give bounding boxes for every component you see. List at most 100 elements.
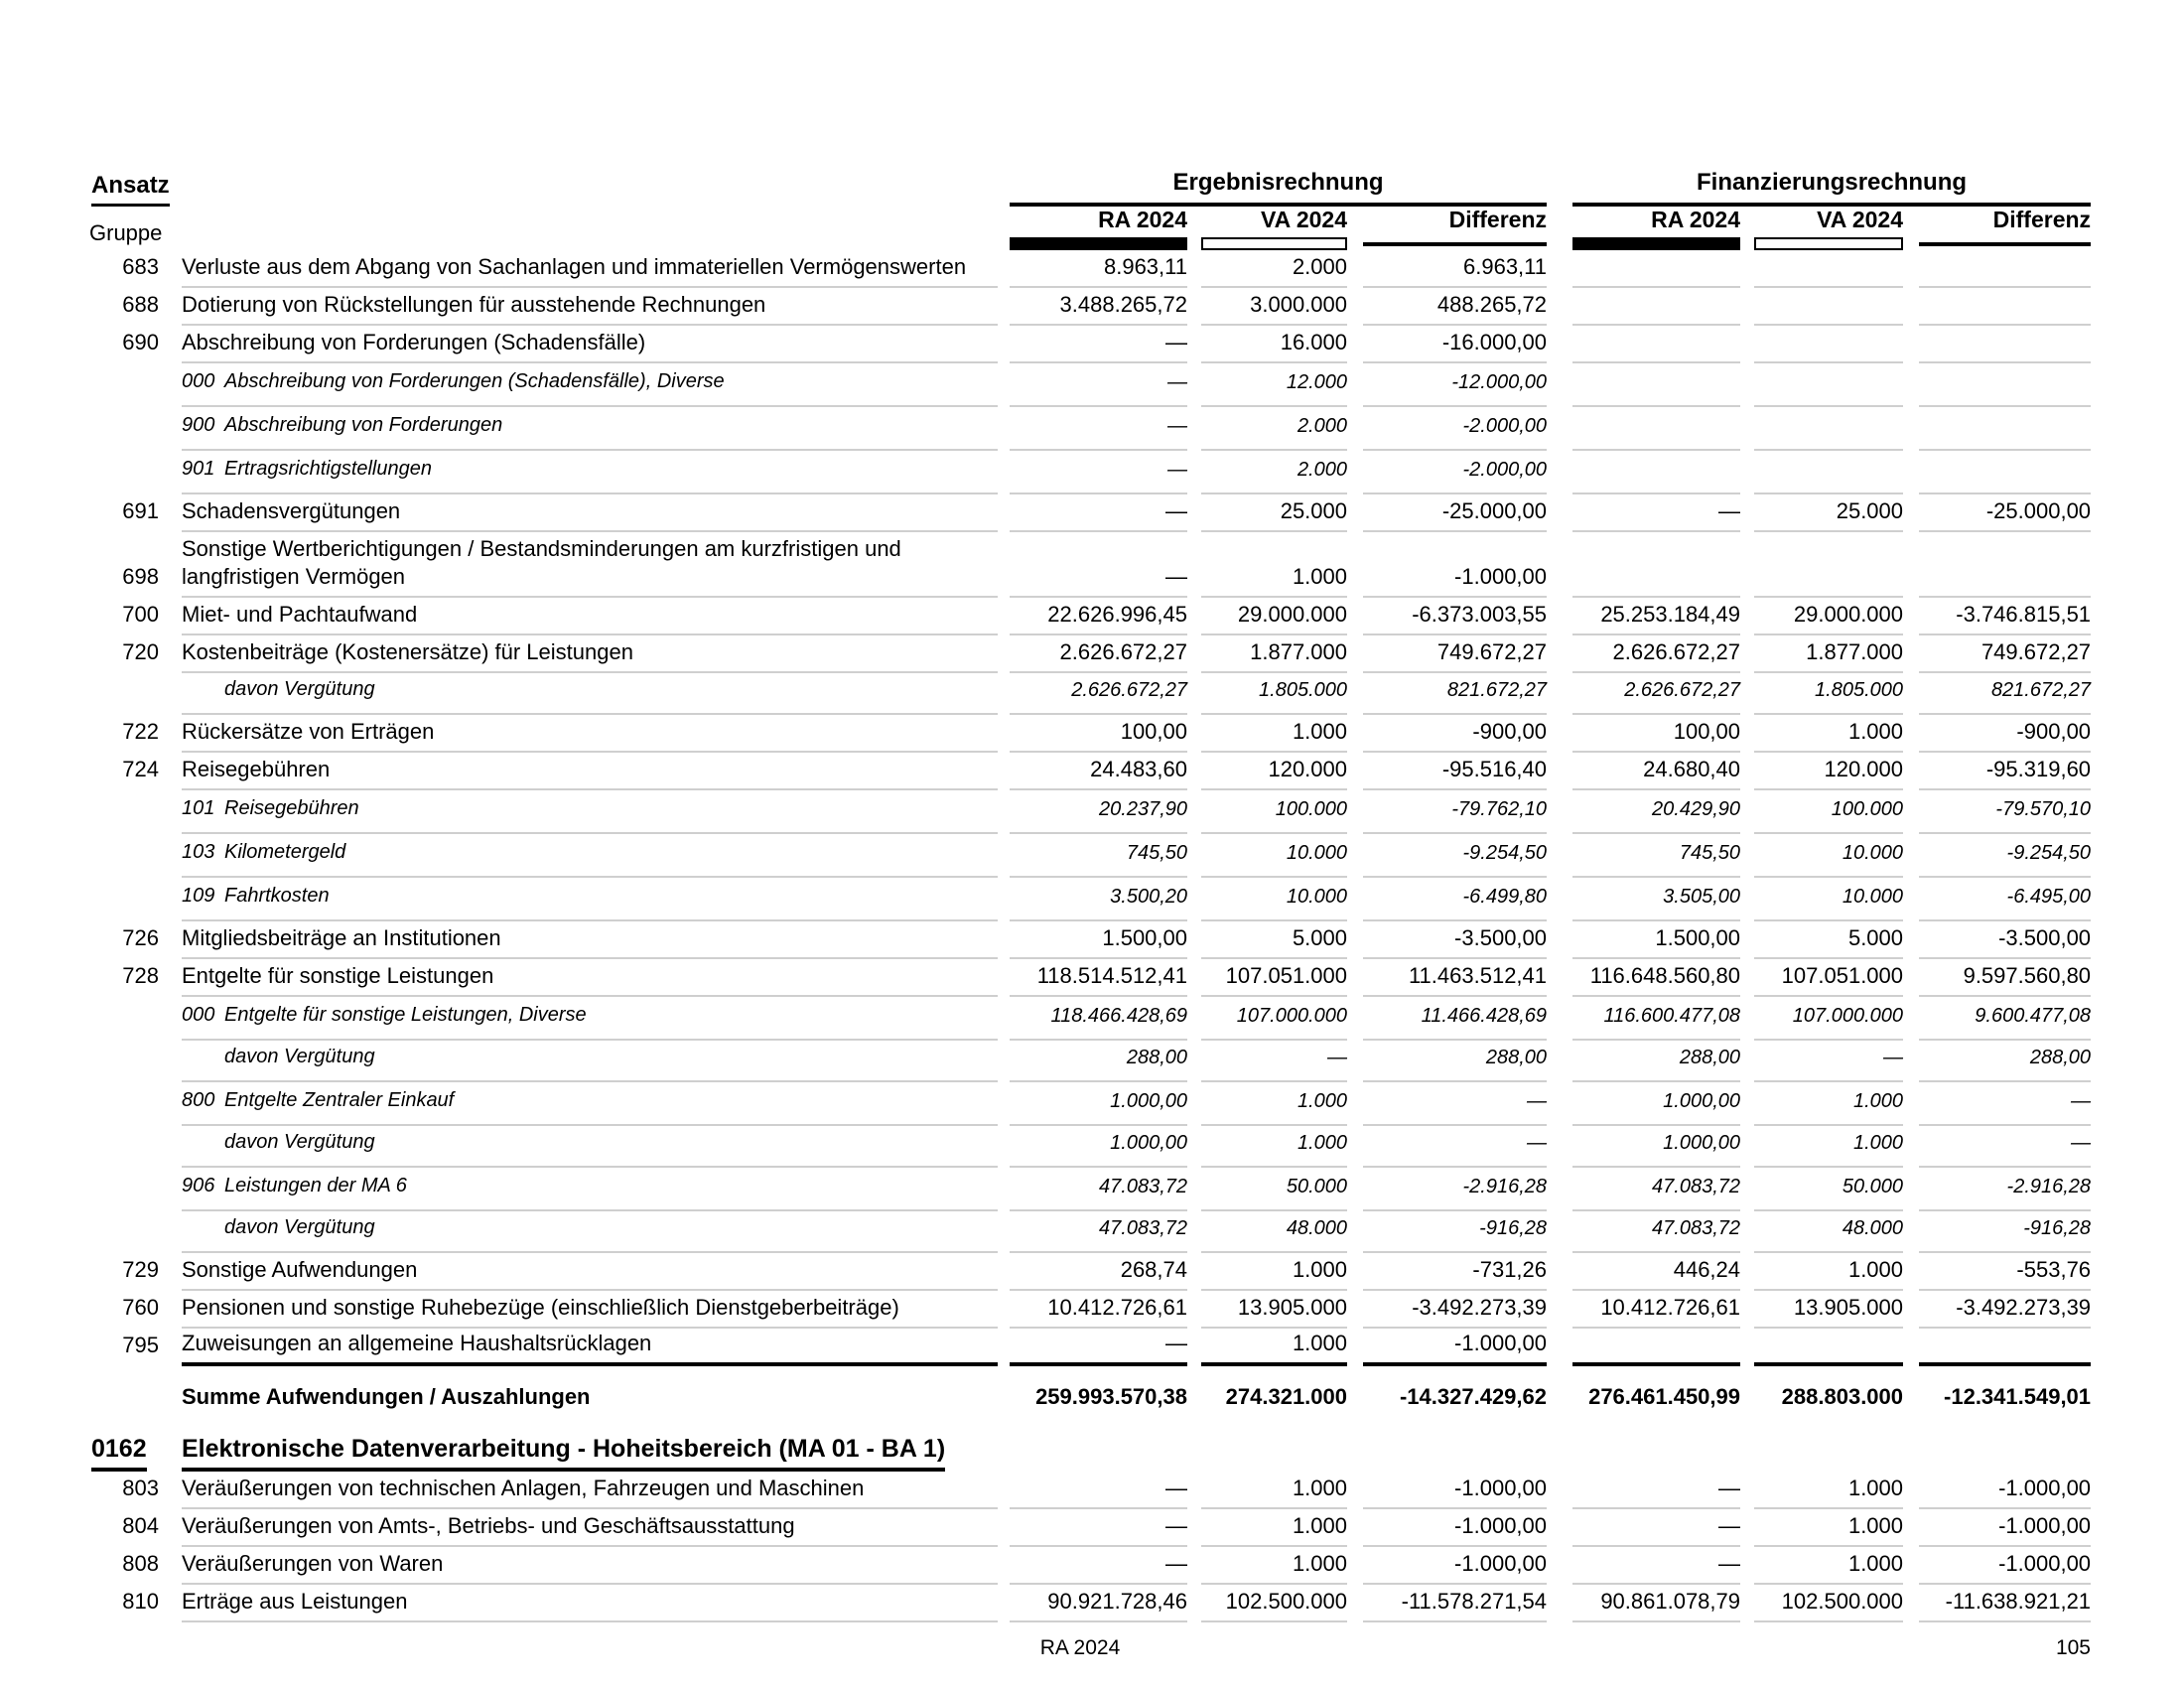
value-cell-fin-va: 120.000	[1740, 753, 1904, 790]
group-number: 720	[122, 639, 159, 664]
value: 488.265,72	[1363, 292, 1548, 326]
group-number: 728	[122, 963, 159, 988]
group-number-cell: 700	[69, 598, 159, 635]
row-label-cell: Rückersätze von Erträgen	[159, 715, 998, 753]
sub-group-number: 000	[182, 1004, 215, 1026]
row-label: 103 Kilometergeld	[182, 840, 998, 878]
differenz-legend-line	[1919, 242, 2092, 246]
page-number: 105	[2055, 1636, 2091, 1659]
value: -900,00	[1919, 719, 2092, 753]
value: —	[1010, 459, 1187, 494]
value	[1572, 590, 1741, 598]
group-number-cell	[69, 1041, 159, 1082]
value: 90.921.728,46	[1010, 1589, 1187, 1622]
value-cell-fin-va: 100.000	[1740, 790, 1904, 834]
value: 3.500,20	[1010, 886, 1187, 921]
group-number-cell	[69, 1366, 159, 1416]
va-legend-bar	[1754, 237, 1904, 250]
value: 13.905.000	[1754, 1295, 1904, 1329]
value-cell-erg-diff: 6.963,11	[1347, 250, 1548, 288]
value-cell-fin-diff: -2.916,28	[1903, 1168, 2092, 1211]
value-cell-fin-va: 1.000	[1740, 1253, 1904, 1291]
value-cell-fin-diff: -3.746.815,51	[1903, 598, 2092, 635]
value-cell-erg-ra: 20.237,90	[998, 790, 1187, 834]
column-header-erg-ra: RA 2024	[998, 207, 1187, 250]
value-cell-erg-va: 1.000	[1187, 1253, 1347, 1291]
value-cell-erg-diff: -6.499,80	[1347, 878, 1548, 921]
value-cell-erg-va: 1.000	[1187, 1472, 1347, 1509]
value-cell-fin-va: 1.877.000	[1740, 635, 1904, 673]
group-number-cell: 688	[69, 288, 159, 326]
group-number-cell	[69, 1168, 159, 1211]
value-cell-fin-va: 5.000	[1740, 921, 1904, 959]
value-cell-erg-ra: 22.626.996,45	[998, 598, 1187, 635]
value: 1.000	[1201, 1331, 1347, 1366]
value-cell-fin-diff: —	[1903, 1082, 2092, 1126]
value-cell-erg-ra: 3.500,20	[998, 878, 1187, 921]
group-number-cell	[69, 407, 159, 451]
group-number-cell: 720	[69, 635, 159, 673]
row-label: Summe Aufwendungen / Auszahlungen	[182, 1383, 591, 1409]
value	[1754, 355, 1904, 363]
value-cell-fin-diff: -900,00	[1903, 715, 2092, 753]
value-cell-erg-ra: 1.500,00	[998, 921, 1187, 959]
value-cell-erg-ra: 118.466.428,69	[998, 997, 1187, 1041]
sub-group-label: Leistungen der MA 6	[224, 1175, 407, 1196]
value-cell-erg-diff: -900,00	[1347, 715, 1548, 753]
group-number-cell: 698	[69, 532, 159, 598]
value-cell-erg-diff: 749.672,27	[1347, 635, 1548, 673]
value: 1.000	[1201, 719, 1347, 753]
value-cell-fin-va	[1740, 250, 1904, 288]
value: -553,76	[1919, 1257, 2092, 1291]
value: -3.500,00	[1919, 925, 2092, 959]
group-number: 795	[122, 1333, 159, 1357]
spacer-cell	[159, 207, 998, 250]
row-label-cell: 109 Fahrtkosten	[159, 878, 998, 921]
value-cell-fin-va	[1740, 1329, 1904, 1366]
value-cell-fin-ra: 745,50	[1547, 834, 1741, 878]
group-number: 722	[122, 719, 159, 744]
value: 107.000.000	[1201, 1005, 1347, 1041]
row-label-cell: 800 Entgelte Zentraler Einkauf	[159, 1082, 998, 1126]
row-label-cell: Abschreibung von Forderungen (Schadensfä…	[159, 326, 998, 363]
row-label-cell: Verluste aus dem Abgang von Sachanlagen …	[159, 250, 998, 288]
value-cell-fin-diff	[1903, 250, 2092, 288]
value: 9.597.560,80	[1919, 963, 2092, 997]
group-number-cell: 810	[69, 1585, 159, 1622]
value: -1.000,00	[1919, 1551, 2092, 1585]
sub-group-number: 103	[182, 841, 215, 863]
sub-group-label: Abschreibung von Forderungen	[224, 414, 503, 436]
value: 1.000	[1201, 1257, 1347, 1291]
value-cell-erg-va: 5.000	[1187, 921, 1347, 959]
value-cell-fin-va: 25.000	[1740, 494, 1904, 532]
value: 48.000	[1754, 1217, 1904, 1253]
group-number: 804	[122, 1513, 159, 1538]
value-cell-erg-va: 1.000	[1187, 532, 1347, 598]
table-row: davon Vergütung 288,00 — 288,00 288,00 — 288,0…	[69, 1041, 2092, 1082]
value-cell-fin-diff	[1903, 1329, 2092, 1366]
table-row: 690 Abschreibung von Forderungen (Schaden…	[69, 326, 2092, 363]
section-heading-row: 0162 Elektronische Datenverarbeitung - Ho…	[69, 1416, 2091, 1472]
value-cell-erg-diff: -11.578.271,54	[1347, 1585, 1548, 1622]
value: -11.578.271,54	[1363, 1589, 1548, 1622]
row-label-cell: Sonstige Aufwendungen	[159, 1253, 998, 1291]
group-number: 760	[122, 1295, 159, 1320]
value-cell-fin-va	[1740, 288, 1904, 326]
group-number-cell	[69, 997, 159, 1041]
value: —	[1010, 498, 1187, 532]
value: 288.803.000	[1781, 1384, 1904, 1409]
group-number-cell: 724	[69, 753, 159, 790]
value: -12.000,00	[1363, 371, 1548, 407]
value	[1919, 1356, 2092, 1366]
value-cell-erg-ra: 2.626.672,27	[998, 673, 1187, 715]
value-cell-erg-va: 120.000	[1187, 753, 1347, 790]
finanzierungsrechnung-group-cell: Finanzierungsrechnung	[1547, 155, 2092, 207]
value: -2.916,28	[1919, 1176, 2092, 1211]
row-label: Veräußerungen von Amts-, Betriebs- und G…	[182, 1512, 998, 1547]
row-label: davon Vergütung	[182, 1045, 998, 1082]
value: 5.000	[1201, 925, 1347, 959]
value: —	[1919, 1090, 2092, 1126]
value-cell-fin-va	[1740, 451, 1904, 494]
value-cell-erg-va: 10.000	[1187, 878, 1347, 921]
value: 25.000	[1201, 498, 1347, 532]
